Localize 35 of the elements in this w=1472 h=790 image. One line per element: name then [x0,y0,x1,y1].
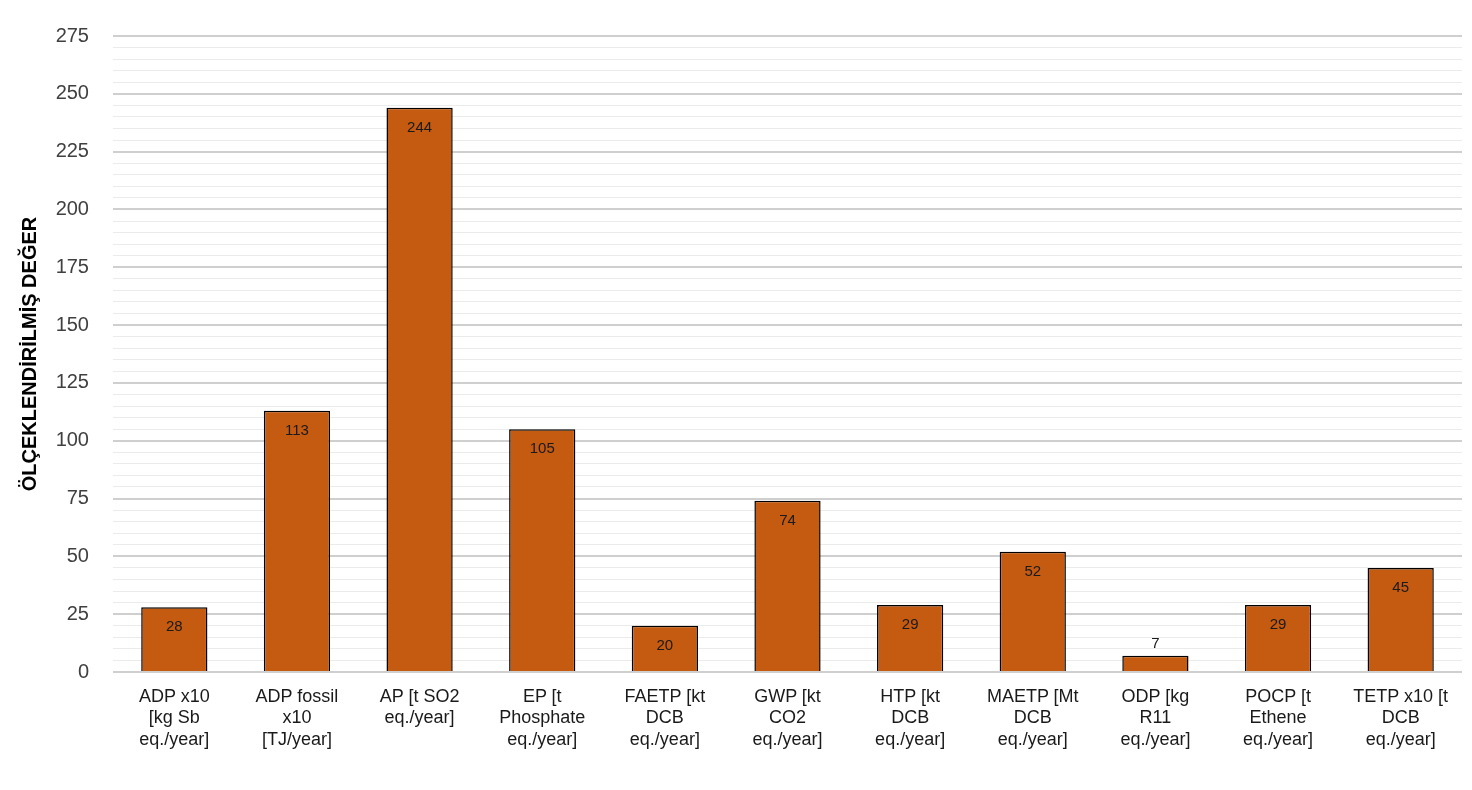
y-axis-title: ÖLÇEKLENDİRİLMİŞ DEĞER [16,216,40,492]
data-label: 52 [1024,561,1042,579]
data-label: 105 [529,439,555,457]
y-tick-label: 175 [55,254,89,277]
data-label: 28 [165,617,183,635]
y-tick-label: 200 [55,196,89,219]
x-tick-label: GWP [kt CO2 eq./year] [752,685,823,749]
y-tick-label: 0 [77,659,89,682]
x-tick-label: ADP x10 [kg Sb eq./year] [138,685,210,749]
y-tick-label: 25 [66,601,89,624]
x-tick-label: HTP [kt DCB eq./year] [875,685,946,749]
data-label: 29 [1269,615,1287,633]
data-label: 74 [779,511,796,528]
y-tick-label: 75 [66,486,89,509]
x-tick-label: MAETP [Mt DCB eq./year] [986,685,1079,749]
x-tick-label: FAETP [kt DCB eq./year] [624,685,706,749]
y-tick-label: 150 [55,312,89,335]
y-tick-label: 50 [66,543,89,566]
y-tick-label: 100 [55,428,89,451]
x-tick-label: TETP x10 [t DCB eq./year] [1353,685,1449,749]
x-tick-label: ODP [kg R11 eq./year] [1120,685,1191,749]
data-label: 113 [284,420,309,438]
data-label: 45 [1392,578,1410,596]
y-tick-label: 225 [55,139,89,162]
data-label: 20 [656,635,674,653]
data-label: 7 [1151,633,1160,651]
y-tick-label: 275 [55,23,89,46]
x-tick-label: ADP fossil x10 [TJ/year] [255,685,339,749]
y-tick-label: 250 [55,81,89,104]
x-tick-label: POCP [t Ethene eq./year] [1243,685,1314,749]
x-tick-label: EP [t Phosphate eq./year] [499,685,586,749]
data-label: 29 [901,615,919,633]
y-tick-label: 125 [55,370,89,393]
x-tick-label: AP [t SO2 eq./year] [379,685,460,728]
data-label: 244 [407,117,433,135]
